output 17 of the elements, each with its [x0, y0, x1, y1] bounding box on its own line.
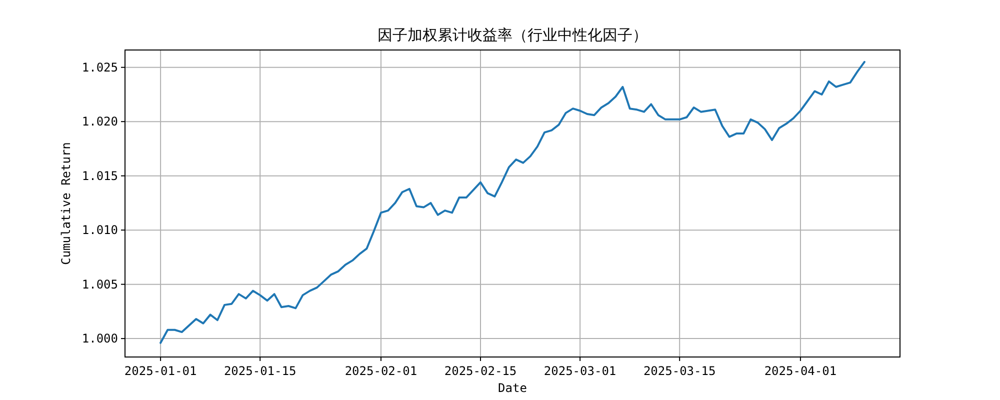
- x-tick-label: 2025-02-15: [444, 364, 517, 378]
- chart-title: 因子加权累计收益率（行业中性化因子）: [378, 26, 648, 44]
- y-tick-label: 1.015: [82, 168, 118, 183]
- y-tick-label: 1.005: [82, 277, 118, 292]
- y-axis-title: Cumulative Return: [59, 142, 73, 265]
- line-series: [160, 60, 866, 344]
- y-tick-label: 1.025: [82, 60, 118, 74]
- y-tick-label: 1.010: [82, 223, 118, 238]
- x-tick-label: 2025-04-01: [764, 364, 837, 378]
- y-tick-label: 1.000: [82, 332, 118, 346]
- y-tick-label: 1.020: [82, 114, 118, 129]
- x-tick-label: 2025-02-01: [344, 364, 418, 378]
- x-tick-label: 2025-01-15: [224, 364, 296, 378]
- x-tick-label: 2025-03-01: [544, 364, 616, 378]
- x-tick-label: 2025-01-01: [124, 364, 197, 378]
- x-tick-label: 2025-03-15: [643, 364, 716, 378]
- x-axis-title: Date: [498, 381, 527, 395]
